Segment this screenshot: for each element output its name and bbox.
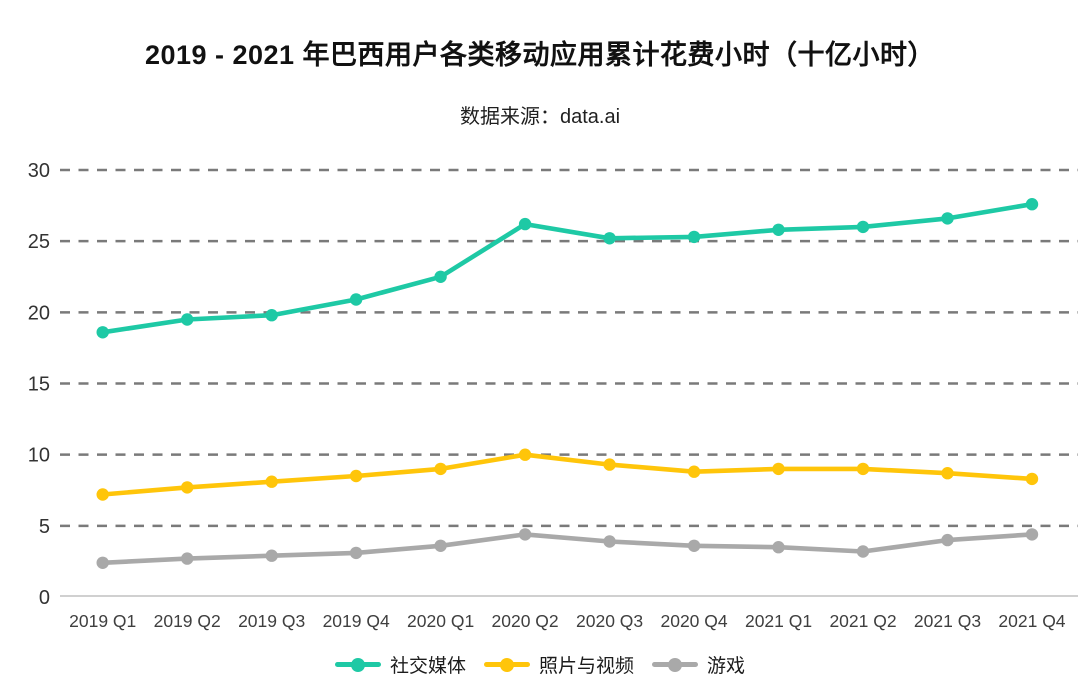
x-tick-label: 2019 Q3 (238, 611, 305, 631)
y-tick-label: 10 (28, 445, 50, 467)
data-point-社交媒体-2021 Q1 (772, 223, 785, 236)
data-point-照片与视频-2021 Q1 (772, 462, 785, 476)
legend-label: 游戏 (707, 656, 746, 677)
data-point-照片与视频-2020 Q1 (434, 462, 447, 476)
series-line-照片与视频 (100, 452, 1035, 497)
chart-subtitle: 数据来源：data.ai (459, 106, 621, 128)
legend-marker-icon (334, 657, 381, 672)
data-point-社交媒体-2019 Q1 (96, 326, 109, 339)
legend-marker-icon (483, 657, 530, 672)
chart-title: 2019 - 2021 年巴西用户各类移动应用累计花费小时（十亿小时） (144, 40, 936, 70)
data-point-照片与视频-2019 Q4 (349, 469, 363, 483)
data-point-社交媒体-2019 Q4 (349, 293, 363, 306)
legend-item-2: 游戏 (652, 651, 745, 678)
data-point-照片与视频-2021 Q2 (856, 462, 870, 476)
y-tick-label: 25 (28, 231, 50, 253)
y-tick-label: 15 (28, 374, 50, 396)
data-point-照片与视频-2020 Q4 (687, 465, 701, 478)
x-tick-label: 2019 Q2 (154, 611, 221, 631)
data-point-社交媒体-2020 Q4 (687, 230, 701, 244)
legend-item-0: 社交媒体 (334, 651, 466, 678)
data-point-游戏-2020 Q1 (434, 539, 447, 552)
data-point-照片与视频-2021 Q3 (941, 467, 954, 480)
data-point-社交媒体-2020 Q3 (603, 232, 616, 245)
data-point-社交媒体-2019 Q2 (181, 313, 194, 326)
data-point-照片与视频-2019 Q2 (181, 481, 194, 494)
y-tick-label: 30 (28, 160, 50, 182)
series-line-社交媒体 (100, 201, 1035, 335)
data-point-游戏-2020 Q4 (687, 539, 701, 552)
data-point-照片与视频-2019 Q3 (265, 475, 278, 488)
data-point-照片与视频-2021 Q4 (1025, 472, 1039, 486)
legend-marker-icon (652, 657, 698, 672)
data-point-照片与视频-2019 Q1 (96, 488, 109, 501)
data-point-社交媒体-2020 Q2 (518, 217, 532, 231)
data-point-社交媒体-2021 Q2 (856, 220, 870, 234)
legend-label: 照片与视频 (538, 656, 634, 677)
data-point-游戏-2020 Q2 (518, 528, 532, 541)
data-point-游戏-2021 Q3 (941, 533, 954, 547)
x-tick-label: 2021 Q3 (914, 611, 981, 631)
data-point-游戏-2020 Q3 (603, 535, 616, 548)
data-point-游戏-2021 Q2 (856, 545, 870, 558)
data-point-社交媒体-2019 Q3 (265, 309, 278, 322)
x-tick-label: 2020 Q2 (492, 611, 559, 631)
x-tick-label: 2020 Q1 (407, 611, 474, 631)
data-point-游戏-2019 Q4 (349, 546, 363, 560)
data-point-照片与视频-2020 Q2 (518, 448, 532, 461)
data-point-游戏-2019 Q3 (265, 549, 278, 562)
data-point-照片与视频-2020 Q3 (603, 458, 616, 471)
data-point-社交媒体-2021 Q4 (1025, 198, 1039, 211)
legend-dot-icon (350, 657, 365, 672)
y-tick-label: 20 (28, 302, 50, 324)
x-tick-label: 2019 Q1 (69, 611, 136, 631)
legend-dot-icon (499, 657, 514, 672)
x-tick-label: 2021 Q1 (745, 611, 812, 631)
data-point-游戏-2021 Q1 (772, 541, 785, 554)
data-point-游戏-2019 Q1 (96, 556, 109, 569)
legend-item-1: 照片与视频 (483, 651, 634, 678)
x-tick-label: 2020 Q3 (576, 611, 643, 631)
x-tick-label: 2019 Q4 (323, 611, 390, 631)
data-point-游戏-2021 Q4 (1025, 528, 1039, 541)
x-tick-label: 2020 Q4 (660, 611, 727, 631)
chart-legend: 社交媒体 照片与视频 游戏 (0, 651, 1080, 678)
y-tick-label: 0 (39, 587, 50, 609)
series-line-游戏 (100, 532, 1035, 566)
y-tick-label: 5 (39, 516, 50, 538)
legend-dot-icon (668, 657, 682, 672)
data-point-社交媒体-2021 Q3 (941, 212, 954, 225)
legend-label: 社交媒体 (389, 656, 466, 677)
data-point-游戏-2019 Q2 (181, 552, 194, 565)
x-tick-label: 2021 Q2 (829, 611, 896, 631)
x-tick-label: 2021 Q4 (998, 611, 1065, 631)
data-point-社交媒体-2020 Q1 (434, 270, 447, 283)
